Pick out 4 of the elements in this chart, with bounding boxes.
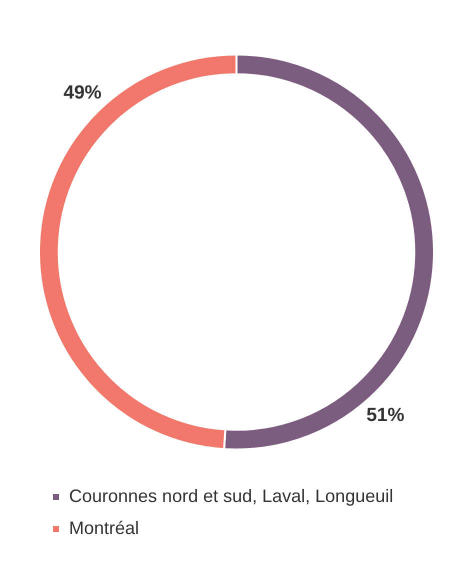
data-label: 49% (64, 82, 102, 104)
legend-label: Couronnes nord et sud, Laval, Longueuil (69, 486, 394, 506)
legend-label: Montréal (69, 518, 140, 538)
data-label: 51% (366, 404, 404, 426)
